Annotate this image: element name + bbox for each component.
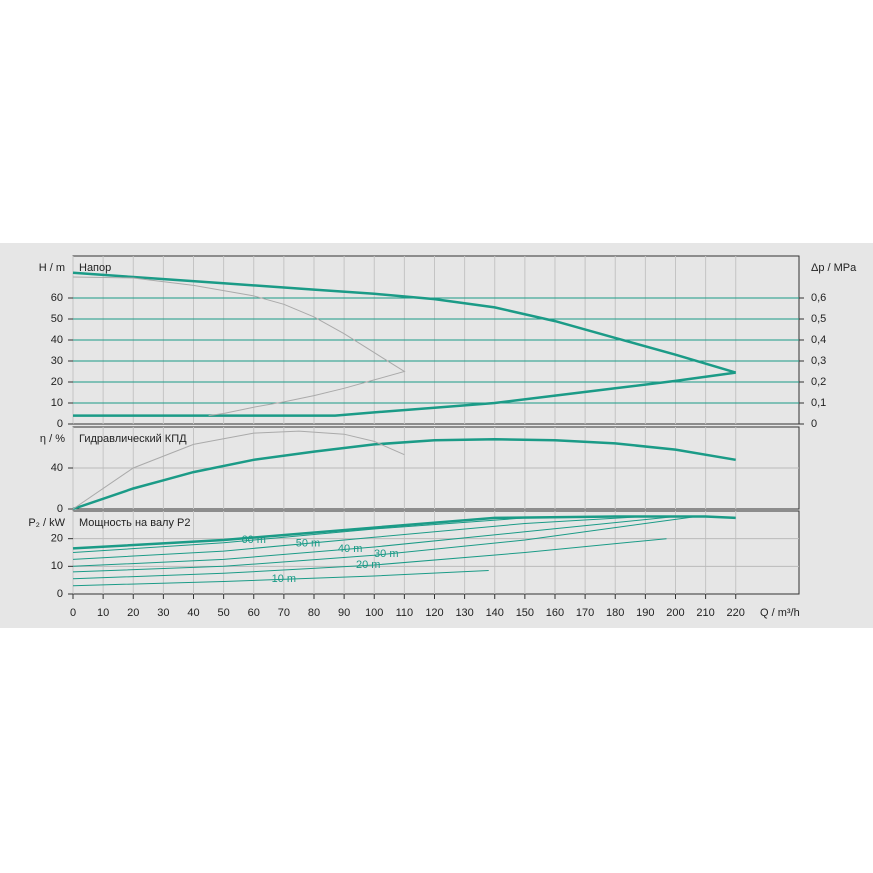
x-tick-label: 80 xyxy=(308,607,320,619)
x-tick-label: 130 xyxy=(455,607,473,619)
y-tick-label: 40 xyxy=(51,462,63,474)
x-tick-label: 50 xyxy=(217,607,229,619)
x-tick-label: 10 xyxy=(97,607,109,619)
x-tick-label: 70 xyxy=(278,607,290,619)
curve xyxy=(72,515,736,550)
curve xyxy=(72,538,667,580)
y2-tick-label: 0,4 xyxy=(811,334,826,346)
y2-axis-label: Δp / MPa xyxy=(811,262,857,274)
y-axis-label: P₂ / kW xyxy=(28,517,65,529)
x-tick-label: 150 xyxy=(516,607,534,619)
panel-title: Гидравлический КПД xyxy=(79,433,187,445)
y-tick-label: 60 xyxy=(51,292,63,304)
x-tick-label: 40 xyxy=(187,607,199,619)
y-tick-label: 40 xyxy=(51,334,63,346)
x-tick-label: 100 xyxy=(365,607,383,619)
curve xyxy=(72,516,697,573)
x-tick-label: 190 xyxy=(636,607,654,619)
x-tick-label: 60 xyxy=(248,607,260,619)
curve xyxy=(72,516,616,553)
y-tick-label: 10 xyxy=(51,397,63,409)
y2-tick-label: 0 xyxy=(811,418,817,430)
y-tick-label: 30 xyxy=(51,355,63,367)
x-tick-label: 220 xyxy=(727,607,745,619)
curve-label: 40 m xyxy=(338,543,362,555)
curve xyxy=(72,271,737,374)
y2-tick-label: 0,5 xyxy=(811,313,826,325)
curve xyxy=(73,371,736,417)
x-tick-label: 20 xyxy=(127,607,139,619)
curve xyxy=(72,570,489,587)
curve xyxy=(72,438,736,511)
curve xyxy=(72,516,676,567)
x-tick-label: 170 xyxy=(576,607,594,619)
panel-title: Напор xyxy=(79,262,111,274)
panel-title: Мощность на валу P2 xyxy=(79,517,191,529)
curve-label: 10 m xyxy=(272,573,296,585)
curve-label: 20 m xyxy=(356,559,380,571)
x-tick-label: 200 xyxy=(666,607,684,619)
y2-tick-label: 0,6 xyxy=(811,292,826,304)
y-tick-label: 0 xyxy=(57,418,63,430)
y2-tick-label: 0,3 xyxy=(811,355,826,367)
curve xyxy=(72,516,646,560)
x-tick-label: 140 xyxy=(486,607,504,619)
x-tick-label: 110 xyxy=(396,607,414,619)
curve-label: 50 m xyxy=(296,537,320,549)
curve-label: 60 m xyxy=(242,534,266,546)
y-tick-label: 20 xyxy=(51,376,63,388)
x-tick-label: 180 xyxy=(606,607,624,619)
y2-tick-label: 0,1 xyxy=(811,397,826,409)
x-tick-label: 90 xyxy=(338,607,350,619)
y-tick-label: 10 xyxy=(51,560,63,572)
y-tick-label: 0 xyxy=(57,588,63,600)
y-tick-label: 50 xyxy=(51,313,63,325)
y2-tick-label: 0,2 xyxy=(811,376,826,388)
y-tick-label: 0 xyxy=(57,503,63,515)
curve xyxy=(72,276,406,417)
x-tick-label: 120 xyxy=(425,607,443,619)
x-tick-label: 0 xyxy=(70,607,76,619)
y-axis-label: η / % xyxy=(40,433,65,445)
curve xyxy=(72,430,405,510)
x-tick-label: 30 xyxy=(157,607,169,619)
x-axis-label: Q / m³/h xyxy=(760,607,800,619)
y-tick-label: 20 xyxy=(51,533,63,545)
x-tick-label: 210 xyxy=(696,607,714,619)
x-tick-label: 160 xyxy=(546,607,564,619)
y-axis-label: H / m xyxy=(39,262,65,274)
curve-label: 30 m xyxy=(374,548,398,560)
